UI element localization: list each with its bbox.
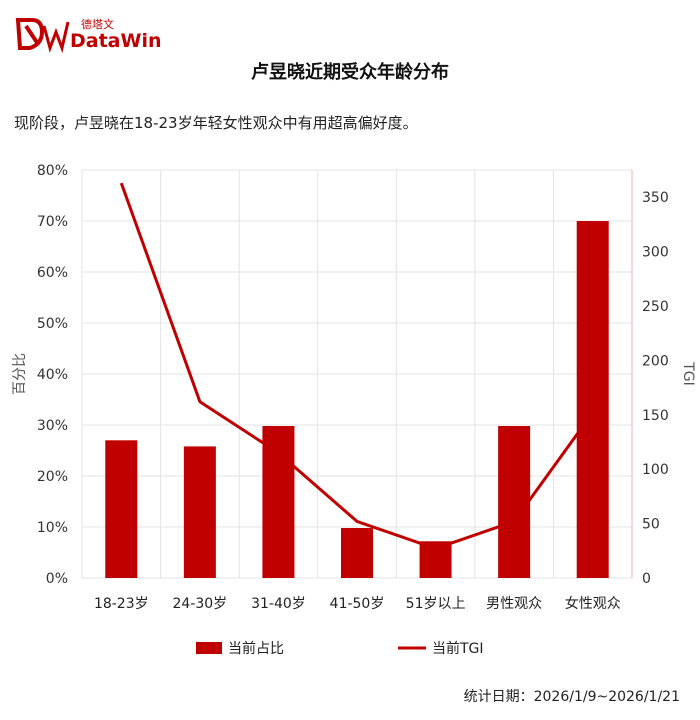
x-tick-label: 女性观众	[565, 595, 621, 612]
x-tick-label: 41-50岁	[330, 596, 385, 612]
bar	[341, 528, 373, 578]
left-axis-ticks: 0% 10% 20% 30% 40% 50% 60% 70% 80%	[37, 163, 68, 587]
x-tick-label: 31-40岁	[251, 596, 306, 612]
bar-series	[105, 221, 609, 578]
left-tick-label: 60%	[37, 265, 68, 281]
chart-title: 卢昱晓近期受众年龄分布	[251, 62, 449, 83]
right-tick-label: 150	[642, 408, 669, 424]
grid-lines	[81, 169, 633, 579]
line-series	[119, 182, 594, 551]
right-tick-label: 200	[642, 353, 669, 369]
bar	[419, 541, 452, 578]
brand-en: DataWin	[70, 30, 162, 52]
bar	[576, 221, 609, 578]
chart-subtitle: 现阶段，卢昱晓在18-23岁年轻女性观众中有用超高偏好度。	[14, 114, 418, 132]
left-tick-label: 30%	[37, 418, 68, 434]
right-tick-label: 250	[642, 299, 669, 315]
datawin-logo-icon	[15, 18, 70, 54]
x-tick-label: 男性观众	[486, 596, 542, 612]
x-tick-label: 18-23岁	[94, 596, 149, 612]
right-tick-label: 50	[642, 517, 660, 533]
left-tick-label: 80%	[37, 163, 68, 179]
left-tick-label: 20%	[37, 469, 68, 485]
legend: 当前占比 当前TGI	[196, 640, 484, 657]
right-axis-ticks: 0 50 100 150 200 250 300 350	[642, 190, 669, 587]
legend-line-label: 当前TGI	[432, 640, 484, 657]
left-tick-label: 40%	[37, 367, 68, 383]
right-tick-label: 350	[642, 190, 669, 206]
bar	[183, 446, 216, 578]
left-tick-label: 10%	[37, 520, 68, 536]
bar	[498, 426, 531, 578]
tgi-line	[119, 182, 594, 551]
left-tick-label: 0%	[46, 571, 68, 587]
bar	[105, 440, 138, 578]
date-range: 统计日期：2026/1/9~2026/1/21	[463, 689, 680, 705]
left-tick-label: 70%	[37, 214, 68, 230]
datawin-logo: 德塔文 DataWin	[14, 14, 162, 58]
right-tick-label: 100	[642, 462, 669, 478]
legend-bar-swatch	[196, 642, 222, 654]
bar	[262, 426, 295, 578]
legend-bar-label: 当前占比	[228, 640, 284, 657]
brand-cn: 德塔文	[81, 18, 114, 31]
right-axis-label: TGI	[680, 361, 696, 386]
left-tick-label: 50%	[37, 316, 68, 332]
left-axis-label: 百分比	[12, 353, 28, 395]
right-tick-label: 0	[642, 571, 651, 587]
x-tick-label: 51岁以上	[406, 596, 466, 612]
right-tick-label: 300	[642, 245, 669, 261]
x-axis-ticks: 18-23岁 24-30岁 31-40岁 41-50岁 51岁以上 男性观众 女性观众	[94, 595, 621, 612]
chart-svg: 0% 10% 20% 30% 40% 50% 60% 70% 80% 0 50 100 150 200 2…	[12, 163, 696, 657]
x-tick-label: 24-30岁	[173, 596, 228, 612]
